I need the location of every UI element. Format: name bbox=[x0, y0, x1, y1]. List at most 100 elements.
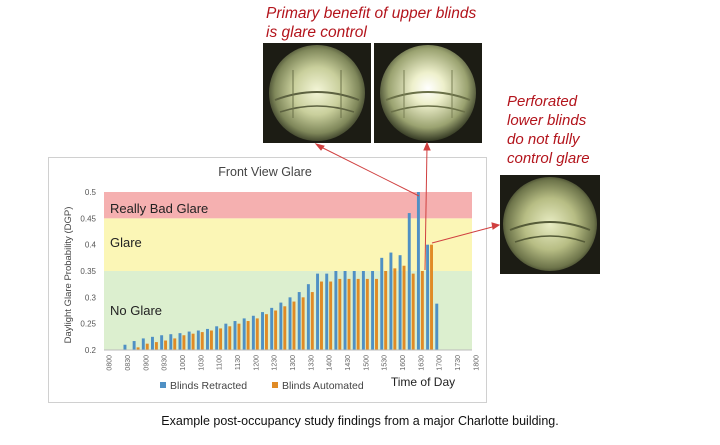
bar-automated-0915 bbox=[154, 342, 158, 350]
arrowhead-retracted bbox=[314, 143, 325, 151]
legend-swatch-0 bbox=[160, 382, 166, 388]
bar-retracted-1300 bbox=[288, 297, 292, 350]
x-tick-label-11: 1330 bbox=[308, 355, 315, 371]
legend-swatch-1 bbox=[272, 382, 278, 388]
bar-retracted-1030 bbox=[196, 330, 200, 350]
bar-automated-1500 bbox=[365, 278, 369, 350]
bar-retracted-1100 bbox=[215, 326, 219, 350]
bar-retracted-1230 bbox=[270, 307, 274, 350]
bar-retracted-1630 bbox=[416, 192, 420, 350]
x-tick-label-5: 1030 bbox=[198, 355, 205, 371]
x-tick-label-20: 1800 bbox=[473, 355, 480, 371]
x-axis: 0800 0830 0900 0930 1000 1030 1100 1130 1200 1230… bbox=[104, 349, 480, 371]
bar-retracted-0915 bbox=[151, 336, 154, 350]
bar-automated-1130 bbox=[237, 323, 241, 350]
bar-retracted-1430 bbox=[343, 271, 347, 350]
bar-retracted-1000 bbox=[178, 333, 182, 350]
zone-label-2: Really Bad Glare bbox=[110, 201, 208, 216]
bar-retracted-1400 bbox=[325, 273, 329, 350]
bar-retracted-1515 bbox=[371, 271, 375, 350]
x-tick-label-2: 0900 bbox=[143, 355, 150, 371]
bar-automated-1300 bbox=[292, 301, 296, 350]
bar-retracted-1600 bbox=[398, 255, 402, 350]
bar-automated-1530 bbox=[384, 271, 388, 350]
bar-automated-1630 bbox=[420, 271, 424, 350]
bar-retracted-1245 bbox=[279, 302, 283, 350]
lower-annotation-line-4: control glare bbox=[507, 150, 590, 167]
y-tick-label-2: 0.3 bbox=[85, 293, 97, 302]
upper-annotation-line-1: Primary benefit of upper blinds bbox=[266, 5, 477, 22]
y-tick-label-5: 0.45 bbox=[80, 214, 96, 223]
fisheye-photo-automated bbox=[374, 43, 482, 143]
arrowhead-lower-blinds bbox=[491, 222, 501, 230]
x-axis-label: Time of Day bbox=[391, 375, 455, 389]
bar-retracted-1045 bbox=[206, 328, 209, 350]
bar-automated-1430 bbox=[347, 278, 351, 350]
bar-retracted-1330 bbox=[306, 284, 310, 350]
x-tick-label-6: 1100 bbox=[217, 355, 224, 370]
x-tick-label-10: 1300 bbox=[290, 355, 297, 371]
upper-blinds-annotation: Primary benefit of upper blinds is glare… bbox=[266, 4, 476, 42]
bar-automated-1145 bbox=[246, 321, 250, 350]
bar-retracted-1415 bbox=[334, 271, 338, 350]
arrow-to-retracted-photo bbox=[318, 145, 420, 197]
x-tick-label-0: 0800 bbox=[107, 355, 114, 371]
bar-retracted-1315 bbox=[297, 292, 301, 350]
bar-retracted-0930 bbox=[160, 335, 164, 350]
y-tick-label-0: 0.2 bbox=[85, 346, 97, 355]
bar-automated-0900 bbox=[145, 343, 149, 350]
bar-automated-1045 bbox=[209, 330, 213, 350]
x-tick-label-18: 1700 bbox=[437, 355, 444, 371]
zone-label-1: Glare bbox=[110, 235, 142, 250]
y-tick-label-6: 0.5 bbox=[85, 188, 97, 197]
y-tick-label-1: 0.25 bbox=[80, 320, 96, 329]
annotation-arrows bbox=[314, 141, 501, 271]
bar-automated-1200 bbox=[255, 318, 259, 350]
x-tick-label-1: 0830 bbox=[125, 355, 132, 371]
bar-automated-1600 bbox=[402, 265, 406, 350]
bar-automated-1330 bbox=[310, 292, 314, 350]
bar-retracted-0845 bbox=[132, 341, 136, 350]
bar-retracted-1130 bbox=[233, 321, 237, 350]
x-tick-label-16: 1600 bbox=[400, 355, 407, 371]
front-view-glare-chart: No Glare Glare Really Bad Glare 0.2 0.25 0.3… bbox=[63, 165, 480, 392]
legend-label-1: Blinds Automated bbox=[282, 380, 364, 392]
glare-zone-labels: No Glare Glare Really Bad Glare bbox=[110, 201, 208, 318]
bar-retracted-1200 bbox=[251, 315, 255, 350]
fisheye-photo-retracted bbox=[263, 43, 371, 143]
bar-retracted-1545 bbox=[389, 252, 393, 350]
bar-automated-1030 bbox=[200, 332, 204, 350]
bar-automated-1245 bbox=[283, 306, 287, 350]
x-tick-label-15: 1530 bbox=[382, 355, 389, 371]
bar-retracted-1530 bbox=[380, 257, 384, 350]
y-axis-label: Daylight Glare Probability (DGP) bbox=[63, 207, 74, 344]
zone-band-1 bbox=[104, 218, 472, 271]
bar-automated-1015 bbox=[191, 333, 195, 350]
x-tick-label-12: 1400 bbox=[327, 355, 334, 371]
x-tick-label-4: 1000 bbox=[180, 355, 187, 371]
chart-title: Front View Glare bbox=[218, 165, 312, 179]
x-tick-label-7: 1130 bbox=[235, 355, 242, 370]
lower-blinds-annotation: Perforated lower blinds do not fully con… bbox=[507, 92, 590, 168]
x-tick-label-17: 1630 bbox=[418, 355, 425, 371]
bar-retracted-1015 bbox=[187, 331, 191, 350]
bar-automated-1115 bbox=[228, 326, 232, 350]
lower-annotation-line-3: do not fully bbox=[507, 131, 580, 148]
x-tick-label-3: 0930 bbox=[162, 355, 169, 371]
fisheye-photo-lower-blinds bbox=[500, 175, 600, 274]
bar-automated-1615 bbox=[411, 273, 415, 350]
bar-automated-1645 bbox=[430, 244, 433, 350]
bar-automated-1515 bbox=[375, 278, 378, 350]
bar-series bbox=[123, 192, 439, 350]
y-axis: 0.2 0.25 0.3 0.35 0.4 0.45 0.5 bbox=[80, 188, 96, 355]
bar-retracted-0900 bbox=[141, 338, 145, 350]
x-tick-label-19: 1730 bbox=[455, 355, 462, 371]
bar-retracted-1645 bbox=[426, 244, 430, 350]
bar-retracted-0830 bbox=[123, 344, 127, 350]
bar-automated-1400 bbox=[329, 281, 333, 350]
legend-label-0: Blinds Retracted bbox=[170, 380, 247, 392]
lower-annotation-line-1: Perforated bbox=[507, 93, 578, 110]
bar-retracted-0945 bbox=[169, 334, 173, 350]
arrowhead-automated bbox=[423, 141, 431, 151]
